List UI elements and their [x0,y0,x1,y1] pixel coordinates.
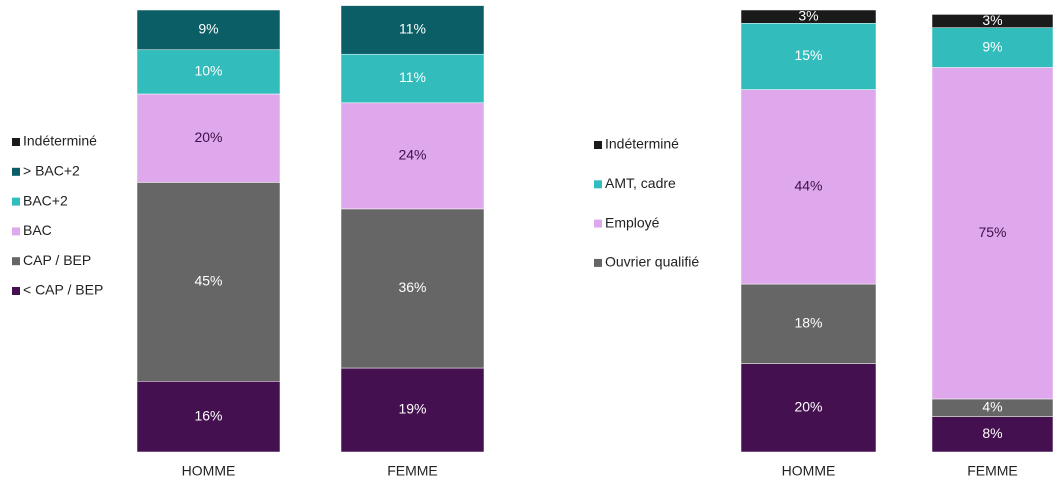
bar-segment [136,9,281,51]
value-label: 15% [794,47,822,63]
value-label: 11% [399,69,426,85]
value-label: 8% [982,425,1002,441]
legend-label: CAP / BEP [23,252,91,268]
legend-swatch [12,167,20,176]
legend-swatch [12,287,20,295]
legend-swatch [12,257,20,266]
bar-segment [740,283,877,364]
value-label: 3% [982,12,1002,28]
legend-label: Indéterminé [605,136,679,152]
value-label: 36% [398,279,426,295]
x-tick-label: HOMME [782,463,836,479]
bar-segment [136,49,281,95]
legend-label: > BAC+2 [23,163,80,179]
bar-segment [931,67,1053,400]
bar-segment [740,9,877,24]
value-label: 18% [794,315,822,331]
value-label: 44% [794,178,822,194]
x-tick-label: FEMME [387,463,438,479]
value-label: 9% [982,38,1002,54]
value-label: 11% [399,21,426,37]
value-label: 16% [194,407,222,423]
bar-segment [340,208,485,369]
bar-segment [136,182,281,382]
value-label: 20% [194,129,222,145]
bar-segment [931,27,1053,68]
legend-label: BAC [23,222,52,238]
legend-swatch [594,219,602,228]
value-label: 45% [194,273,222,289]
value-label: 4% [982,399,1002,415]
legend-label: Indéterminé [23,133,97,149]
bar-segment [340,102,485,210]
bar-segment [740,89,877,285]
legend-swatch [594,180,602,189]
bar-segment [136,381,281,453]
legend-label: Ouvrier qualifié [605,254,699,270]
legend-swatch [12,197,20,206]
legend-swatch [594,141,602,149]
legend-swatch [12,138,20,146]
legend-swatch [12,227,20,236]
bar-segment [340,367,485,453]
legend-label: Employé [605,214,660,230]
value-label: 10% [194,63,222,79]
legend-swatch [594,258,602,267]
value-label: 75% [978,224,1006,240]
x-tick-label: HOMME [182,463,236,479]
legend-label: BAC+2 [23,192,68,208]
value-label: 19% [398,401,426,417]
bar-segment [340,5,485,55]
legend-label: < CAP / BEP [23,282,103,298]
value-label: 3% [798,7,818,23]
bar-segment [931,14,1053,28]
value-label: 20% [794,399,822,415]
value-label: 24% [398,147,426,163]
bar-segment [740,363,877,453]
bar-segment [931,416,1053,453]
bar-segment [340,53,485,104]
legend-label: AMT, cadre [605,175,676,191]
x-tick-label: FEMME [967,463,1018,479]
value-label: 9% [198,21,218,37]
